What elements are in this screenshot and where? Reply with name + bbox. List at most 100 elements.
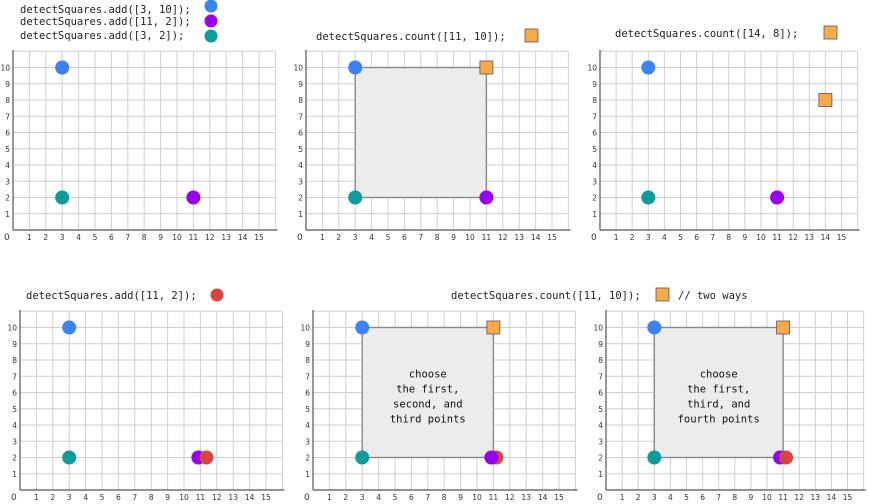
x-tick-label: 11 xyxy=(482,233,492,242)
origin-label: 0 xyxy=(597,493,603,503)
x-tick-label: 3 xyxy=(360,493,365,502)
origin-label: 0 xyxy=(304,493,310,503)
y-tick-label: 3 xyxy=(305,437,310,446)
chart-panel: 0 1 2 3 4 5 6 7 8 9 10 11 12 13 14 1512345678910chooset… xyxy=(300,310,578,503)
point-teal xyxy=(355,450,370,465)
origin-label: 0 xyxy=(591,233,597,243)
y-tick-label: 1 xyxy=(598,470,603,479)
x-tick-label: 8 xyxy=(732,493,737,502)
x-tick-label: 5 xyxy=(93,233,98,242)
y-tick-label: 7 xyxy=(598,372,603,381)
y-tick-label: 6 xyxy=(12,389,17,398)
x-tick-label: 11 xyxy=(196,493,206,502)
query-point-square xyxy=(486,320,501,335)
y-tick-label: 10 xyxy=(300,324,310,333)
x-tick-label: 14 xyxy=(245,493,255,502)
x-tick-label: 5 xyxy=(684,493,689,502)
x-tick-label: 7 xyxy=(132,493,137,502)
y-tick-label: 6 xyxy=(598,389,603,398)
x-tick-label: 13 xyxy=(514,233,524,242)
y-tick-label: 7 xyxy=(12,372,17,381)
y-tick-label: 1 xyxy=(592,210,597,219)
y-tick-label: 6 xyxy=(592,129,597,138)
caption-count-1: detectSquares.count([11, 10]); xyxy=(316,31,506,43)
square-region xyxy=(361,326,495,459)
y-tick-label: 7 xyxy=(298,112,303,121)
x-tick-label: 10 xyxy=(172,233,182,242)
x-tick-label: 3 xyxy=(353,233,358,242)
y-tick-label: 2 xyxy=(598,454,603,463)
x-tick-label: 7 xyxy=(425,493,430,502)
y-tick-label: 8 xyxy=(592,96,597,105)
square-region xyxy=(653,326,784,459)
x-tick-label: 14 xyxy=(827,493,837,502)
x-tick-label: 15 xyxy=(254,233,264,242)
y-tick-label: 4 xyxy=(592,161,597,170)
y-tick-label: 2 xyxy=(298,194,303,203)
point-blue xyxy=(62,320,77,335)
y-tick-label: 8 xyxy=(12,356,17,365)
x-tick-label: 14 xyxy=(531,233,541,242)
x-tick-label: 10 xyxy=(465,233,475,242)
x-tick-label: 15 xyxy=(837,233,847,242)
origin-label: 0 xyxy=(11,493,17,503)
y-tick-label: 10 xyxy=(7,324,17,333)
legend-dot-red xyxy=(210,288,224,302)
y-tick-label: 9 xyxy=(5,80,10,89)
x-tick-label: 1 xyxy=(320,233,325,242)
x-tick-label: 6 xyxy=(402,233,407,242)
x-tick-label: 2 xyxy=(336,233,341,242)
square-note-line: third points xyxy=(390,414,466,426)
square-note-line: the first, xyxy=(687,384,750,396)
x-tick-label: 9 xyxy=(743,233,748,242)
y-tick-label: 4 xyxy=(12,421,17,430)
x-tick-label: 9 xyxy=(458,493,463,502)
y-tick-label: 4 xyxy=(598,421,603,430)
x-tick-label: 6 xyxy=(109,233,114,242)
y-tick-label: 5 xyxy=(12,405,17,414)
x-tick-label: 1 xyxy=(620,493,625,502)
y-tick-label: 3 xyxy=(12,437,17,446)
x-tick-label: 5 xyxy=(386,233,391,242)
y-tick-label: 1 xyxy=(5,210,10,219)
x-tick-label: 2 xyxy=(636,493,641,502)
x-tick-label: 12 xyxy=(788,233,798,242)
y-tick-label: 5 xyxy=(598,405,603,414)
y-tick-label: 3 xyxy=(598,437,603,446)
x-tick-label: 7 xyxy=(418,233,423,242)
point-teal xyxy=(647,450,662,465)
legend-dot-purple xyxy=(204,14,218,28)
y-tick-label: 6 xyxy=(305,389,310,398)
x-tick-label: 15 xyxy=(261,493,271,502)
query-point-square xyxy=(776,320,790,335)
point-teal xyxy=(641,190,656,205)
y-tick-label: 8 xyxy=(305,356,310,365)
query-point-square xyxy=(818,93,833,107)
y-tick-label: 10 xyxy=(593,324,603,333)
x-tick-label: 12 xyxy=(505,493,515,502)
point-blue xyxy=(355,320,370,335)
x-tick-label: 8 xyxy=(142,233,147,242)
square-note-line: third, and xyxy=(687,399,750,411)
y-tick-label: 2 xyxy=(12,454,17,463)
y-tick-label: 10 xyxy=(587,64,597,73)
y-tick-label: 1 xyxy=(12,470,17,479)
square-note-line: fourth points xyxy=(678,414,760,426)
x-tick-label: 10 xyxy=(762,493,772,502)
y-tick-label: 9 xyxy=(305,340,310,349)
x-tick-label: 11 xyxy=(489,493,499,502)
x-tick-label: 12 xyxy=(205,233,215,242)
y-tick-label: 9 xyxy=(592,80,597,89)
x-tick-label: 10 xyxy=(472,493,482,502)
x-tick-label: 6 xyxy=(694,233,699,242)
y-tick-label: 2 xyxy=(592,194,597,203)
point-blue xyxy=(647,320,662,335)
y-tick-label: 6 xyxy=(5,129,10,138)
y-tick-label: 7 xyxy=(305,372,310,381)
y-tick-label: 7 xyxy=(5,112,10,121)
x-tick-label: 13 xyxy=(521,493,531,502)
x-tick-label: 6 xyxy=(409,493,414,502)
y-tick-label: 2 xyxy=(5,194,10,203)
